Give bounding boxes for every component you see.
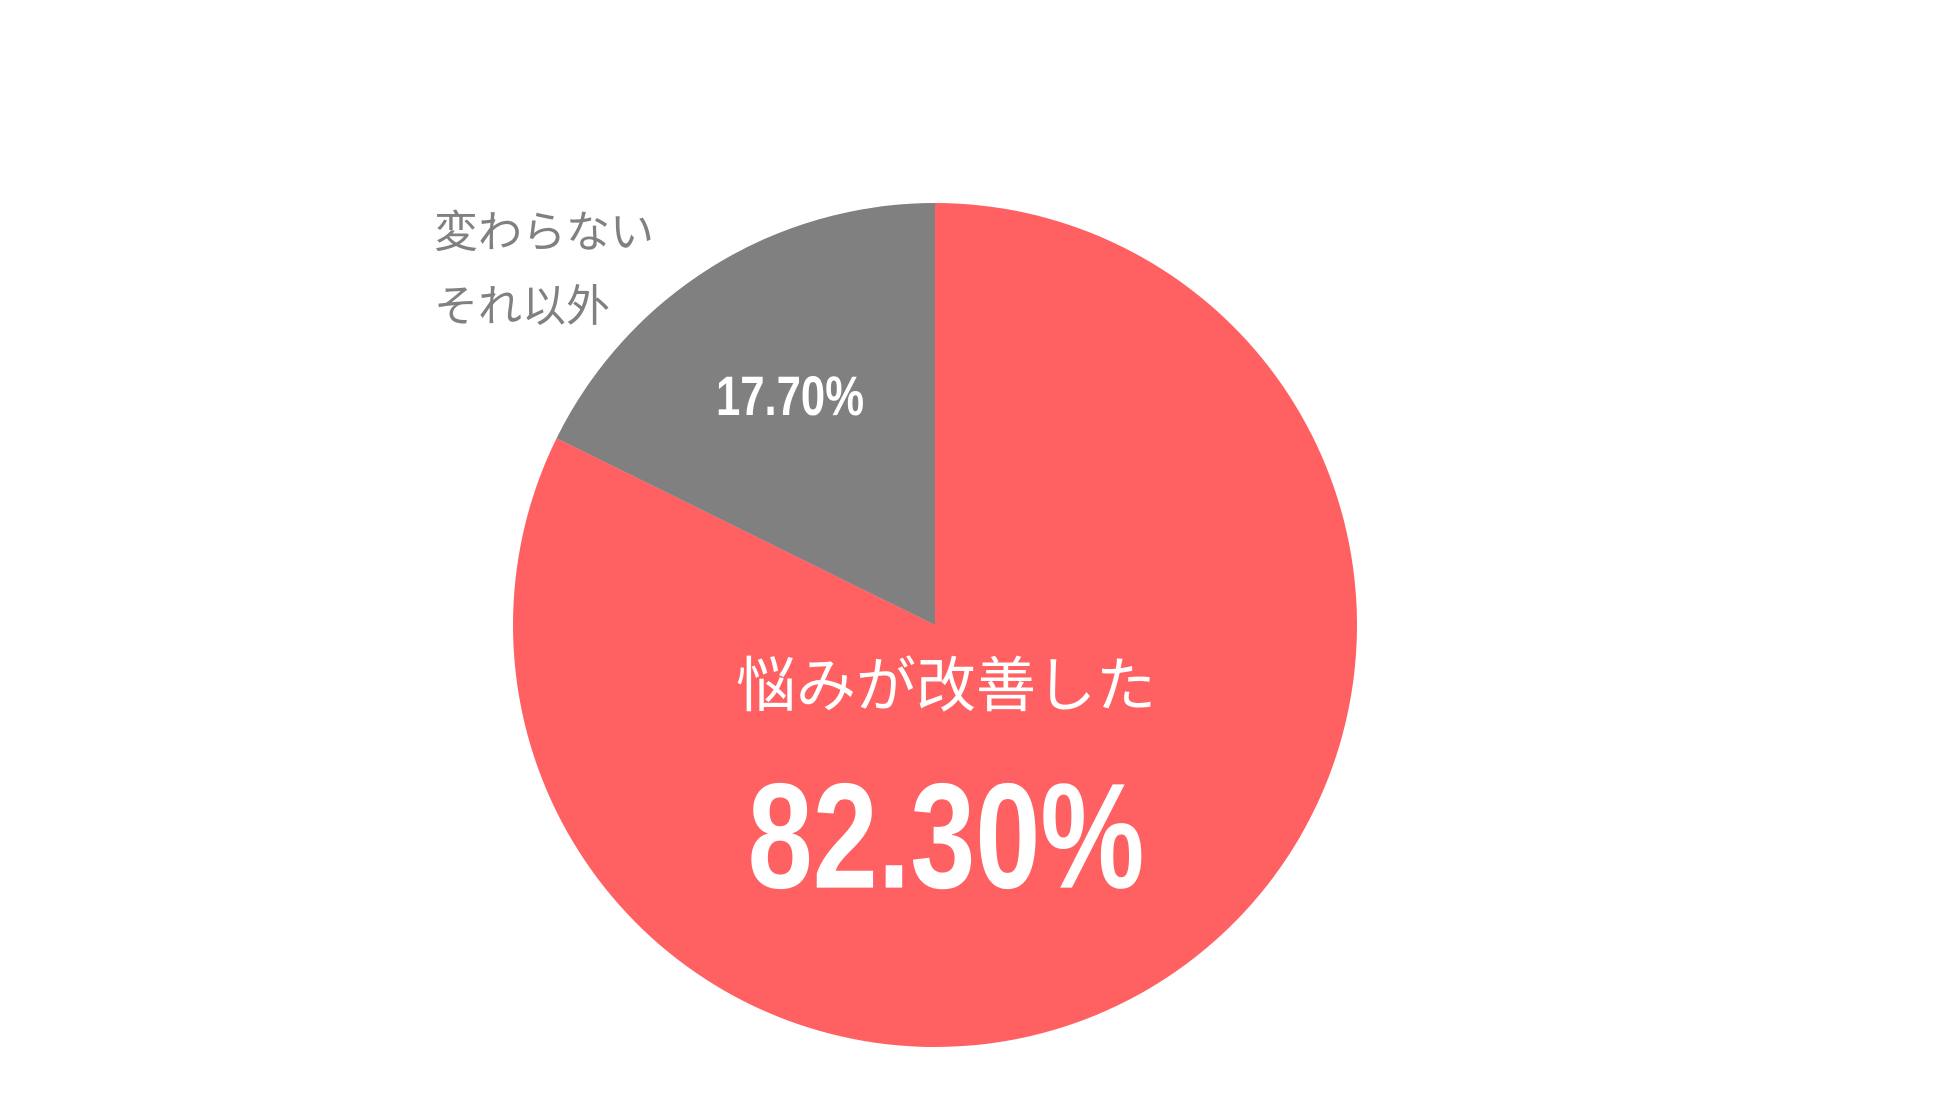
value-label: 17.70% <box>716 365 864 427</box>
slice-label: 悩みが改善した <box>736 652 1156 722</box>
slice-label: 変わらない それ以外 <box>434 207 654 332</box>
pie-slice <box>556 203 935 625</box>
value-label: 82.30% <box>748 752 1145 920</box>
